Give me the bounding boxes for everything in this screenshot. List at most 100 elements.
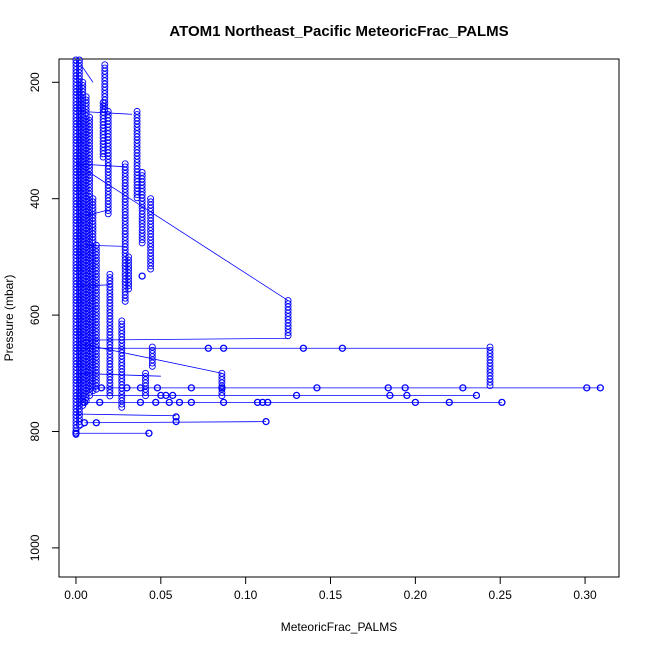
data-point [165, 398, 173, 407]
x-tick-label: 0.25 [489, 588, 513, 602]
x-tick-label: 0.10 [234, 588, 258, 602]
data-point [80, 419, 89, 427]
data-point [175, 398, 184, 407]
data-point [219, 344, 228, 352]
data-point [153, 384, 162, 392]
data-point [118, 400, 126, 408]
data-point [96, 398, 104, 407]
data-point [152, 398, 160, 407]
data-point [89, 387, 97, 395]
data-point [596, 384, 604, 392]
point-column [101, 61, 109, 114]
data-point [92, 419, 100, 427]
data-point [401, 384, 409, 392]
data-point [258, 398, 267, 407]
data-point [148, 362, 156, 370]
data-point [138, 239, 146, 247]
chart-title: ATOM1 Northeast_Pacific MeteoricFrac_PAL… [169, 23, 508, 40]
data-point [384, 384, 392, 392]
data-point [86, 388, 93, 396]
point-column [104, 107, 112, 218]
data-point [80, 398, 89, 407]
data-point [157, 391, 165, 400]
data-point [204, 344, 212, 352]
data-point [459, 384, 467, 392]
data-point [142, 392, 149, 400]
x-axis-label: MeteoricFrac_PALMS [281, 620, 397, 634]
data-point [89, 384, 97, 391]
data-point [145, 429, 153, 437]
data-point [292, 391, 301, 400]
data-point [338, 344, 347, 352]
point-column [148, 343, 156, 370]
point-column [147, 195, 155, 273]
connection-line [82, 337, 289, 341]
data-point [136, 384, 145, 392]
data-point [86, 392, 93, 400]
data-point [172, 413, 180, 421]
x-tick-label: 0.15 [319, 588, 343, 602]
x-tick-label: 0.30 [573, 588, 597, 602]
data-point [106, 389, 114, 397]
data-point [284, 332, 292, 340]
connection-line [84, 421, 267, 424]
data-point [472, 391, 481, 400]
data-point [262, 417, 270, 426]
data-point [147, 262, 155, 270]
data-point [133, 194, 141, 202]
data-point [403, 391, 411, 400]
data-point [101, 106, 109, 114]
data-point [82, 394, 90, 402]
data-point [253, 398, 262, 407]
data-point [172, 417, 180, 426]
data-point [101, 102, 109, 110]
plot-area [72, 56, 604, 438]
data-point [82, 397, 90, 405]
plot-frame [58, 58, 620, 578]
data-point [386, 391, 394, 400]
data-point [218, 389, 226, 396]
data-point [313, 384, 321, 392]
point-column [138, 169, 146, 247]
data-point [411, 398, 420, 407]
data-point [148, 359, 156, 367]
data-point [445, 398, 453, 407]
data-point [486, 382, 494, 389]
data-point [264, 398, 272, 407]
y-tick-label: 1000 [28, 534, 42, 561]
data-point [187, 384, 196, 392]
data-point [218, 392, 226, 400]
point-column [133, 107, 141, 202]
point-column [486, 343, 494, 389]
data-point [123, 384, 131, 392]
data-point [498, 398, 506, 407]
data-point [125, 282, 133, 290]
data-point [142, 389, 149, 396]
y-axis-label: Pressure (mbar) [2, 275, 16, 362]
data-point [219, 398, 228, 407]
data-point [106, 392, 114, 400]
data-point [138, 272, 146, 280]
x-axis: 0.00 0.05 0.10 0.15 0.20 0.25 0.30 [64, 576, 597, 602]
data-point [125, 285, 133, 293]
x-tick-label: 0.00 [64, 588, 88, 602]
data-point [136, 398, 145, 407]
data-point [133, 191, 141, 199]
data-point [299, 344, 308, 352]
y-axis: 200 400 600 800 1000 [28, 72, 60, 561]
data-point [97, 384, 106, 392]
y-tick-label: 400 [28, 188, 42, 208]
point-column [86, 113, 93, 400]
point-column [142, 369, 149, 400]
data-point [147, 265, 155, 273]
point-column [125, 253, 133, 293]
connection-line [80, 64, 94, 83]
connection-line [75, 413, 177, 417]
data-point [284, 329, 292, 336]
data-point [118, 403, 126, 411]
data-point [486, 378, 494, 386]
data-point [187, 398, 196, 407]
connection-line [75, 163, 289, 301]
point-column [284, 297, 292, 340]
